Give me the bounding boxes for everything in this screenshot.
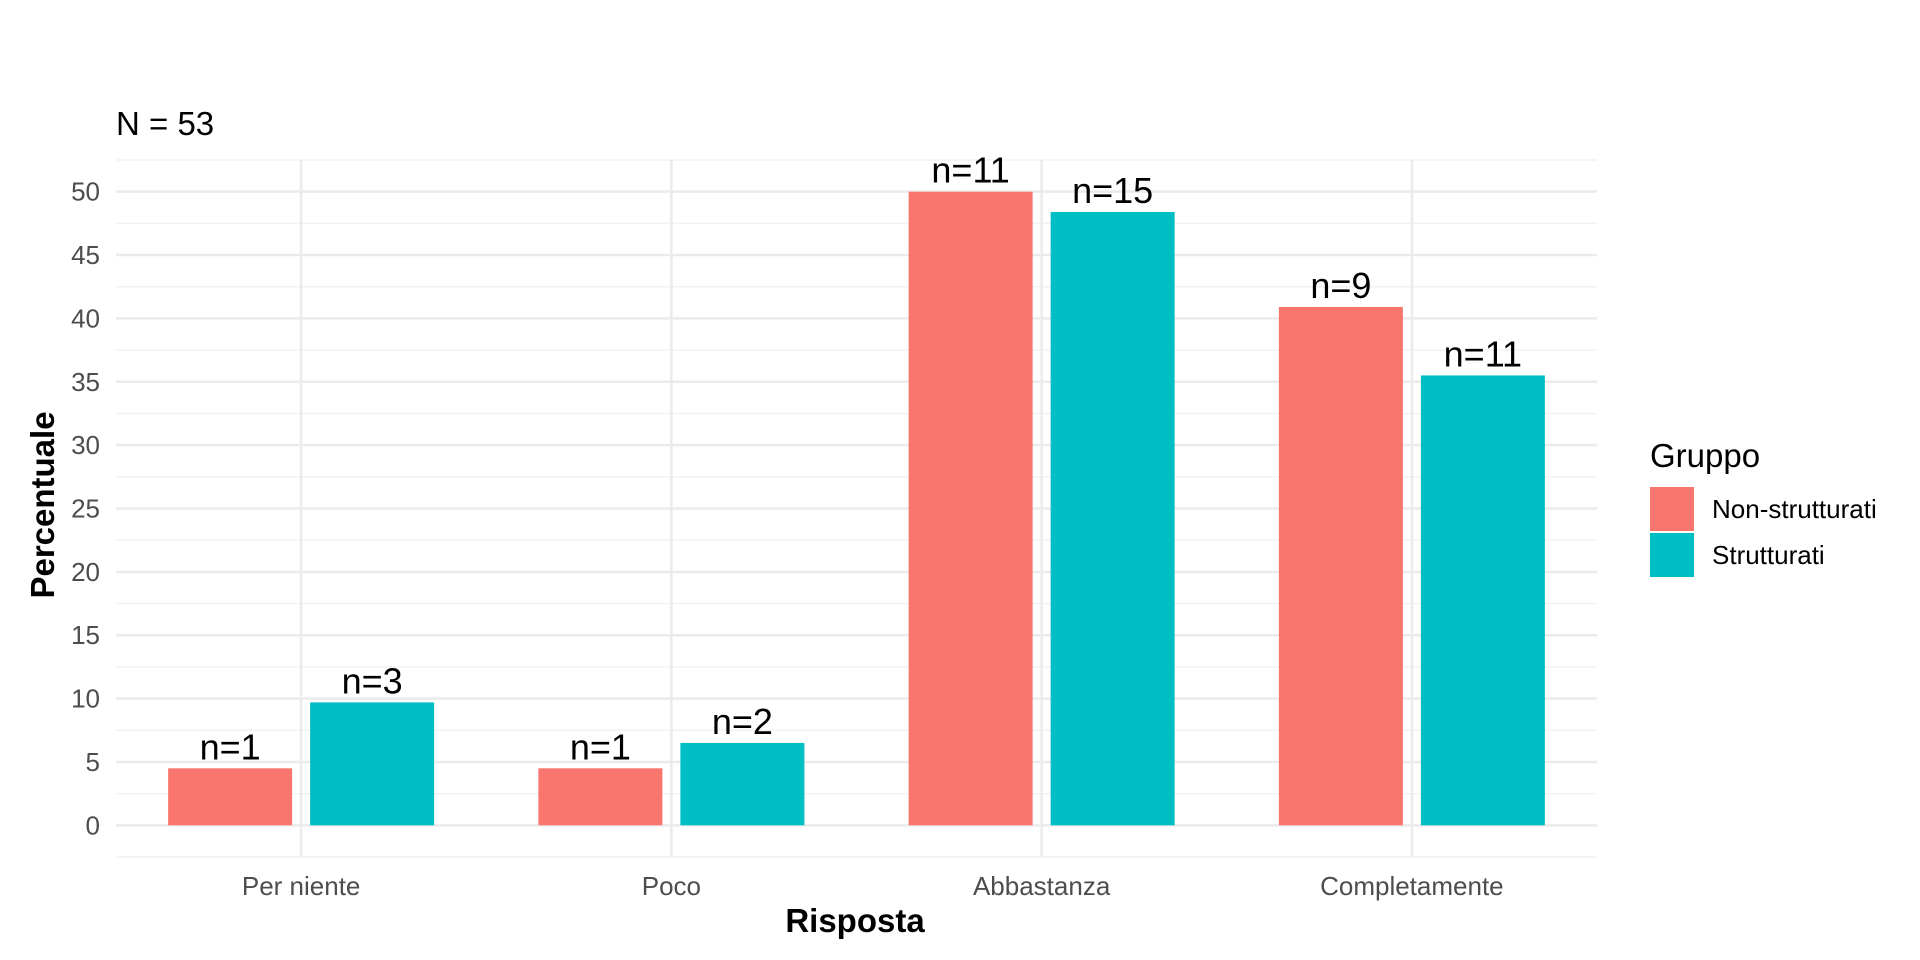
y-tick-label: 25 — [71, 494, 100, 524]
bar — [168, 768, 293, 826]
legend-swatch — [1650, 487, 1694, 531]
legend-swatch — [1650, 533, 1694, 577]
bar-labels: n=1 n=1 n=11 n=9 n=3 n=2 n=15 n=11 — [200, 150, 1523, 768]
legend-title: Gruppo — [1650, 437, 1760, 474]
y-tick-label: 0 — [86, 810, 100, 840]
legend: Gruppo Non-strutturati Strutturati — [1650, 437, 1877, 577]
bar — [680, 742, 805, 826]
y-axis-ticks: 0 5 10 15 20 25 30 35 40 45 50 — [71, 177, 100, 841]
y-tick-label: 10 — [71, 684, 100, 714]
bars — [168, 191, 1545, 826]
y-tick-label: 35 — [71, 367, 100, 397]
x-tick-label: Poco — [642, 871, 701, 901]
bar-data-label: n=2 — [712, 701, 773, 742]
bar — [1050, 211, 1175, 826]
bar-data-label: n=11 — [1444, 333, 1522, 374]
legend-label: Strutturati — [1712, 540, 1825, 570]
bar — [908, 191, 1033, 826]
y-tick-label: 20 — [71, 557, 100, 587]
bar-data-label: n=1 — [570, 726, 631, 767]
x-axis-title: Risposta — [785, 902, 925, 939]
bar-data-label: n=9 — [1310, 265, 1371, 306]
bar — [538, 768, 663, 826]
x-tick-label: Completamente — [1320, 871, 1504, 901]
y-axis-title: Percentuale — [24, 411, 61, 598]
bar-data-label: n=1 — [200, 726, 261, 767]
y-tick-label: 40 — [71, 303, 100, 333]
bar-data-label: n=11 — [931, 150, 1009, 191]
x-tick-label: Per niente — [242, 871, 361, 901]
x-axis-ticks: Per niente Poco Abbastanza Completamente — [242, 871, 1504, 901]
bar — [310, 702, 435, 826]
bar — [1278, 307, 1403, 826]
bar — [1420, 375, 1545, 826]
chart-subtitle: N = 53 — [116, 105, 214, 142]
x-tick-label: Abbastanza — [973, 871, 1111, 901]
legend-items: Non-strutturati Strutturati — [1650, 487, 1877, 577]
y-tick-label: 45 — [71, 240, 100, 270]
y-tick-label: 30 — [71, 430, 100, 460]
y-tick-label: 50 — [71, 177, 100, 207]
bar-data-label: n=3 — [342, 660, 403, 701]
y-tick-label: 15 — [71, 620, 100, 650]
legend-label: Non-strutturati — [1712, 494, 1877, 524]
y-tick-label: 5 — [86, 747, 100, 777]
bar-data-label: n=15 — [1072, 170, 1153, 211]
